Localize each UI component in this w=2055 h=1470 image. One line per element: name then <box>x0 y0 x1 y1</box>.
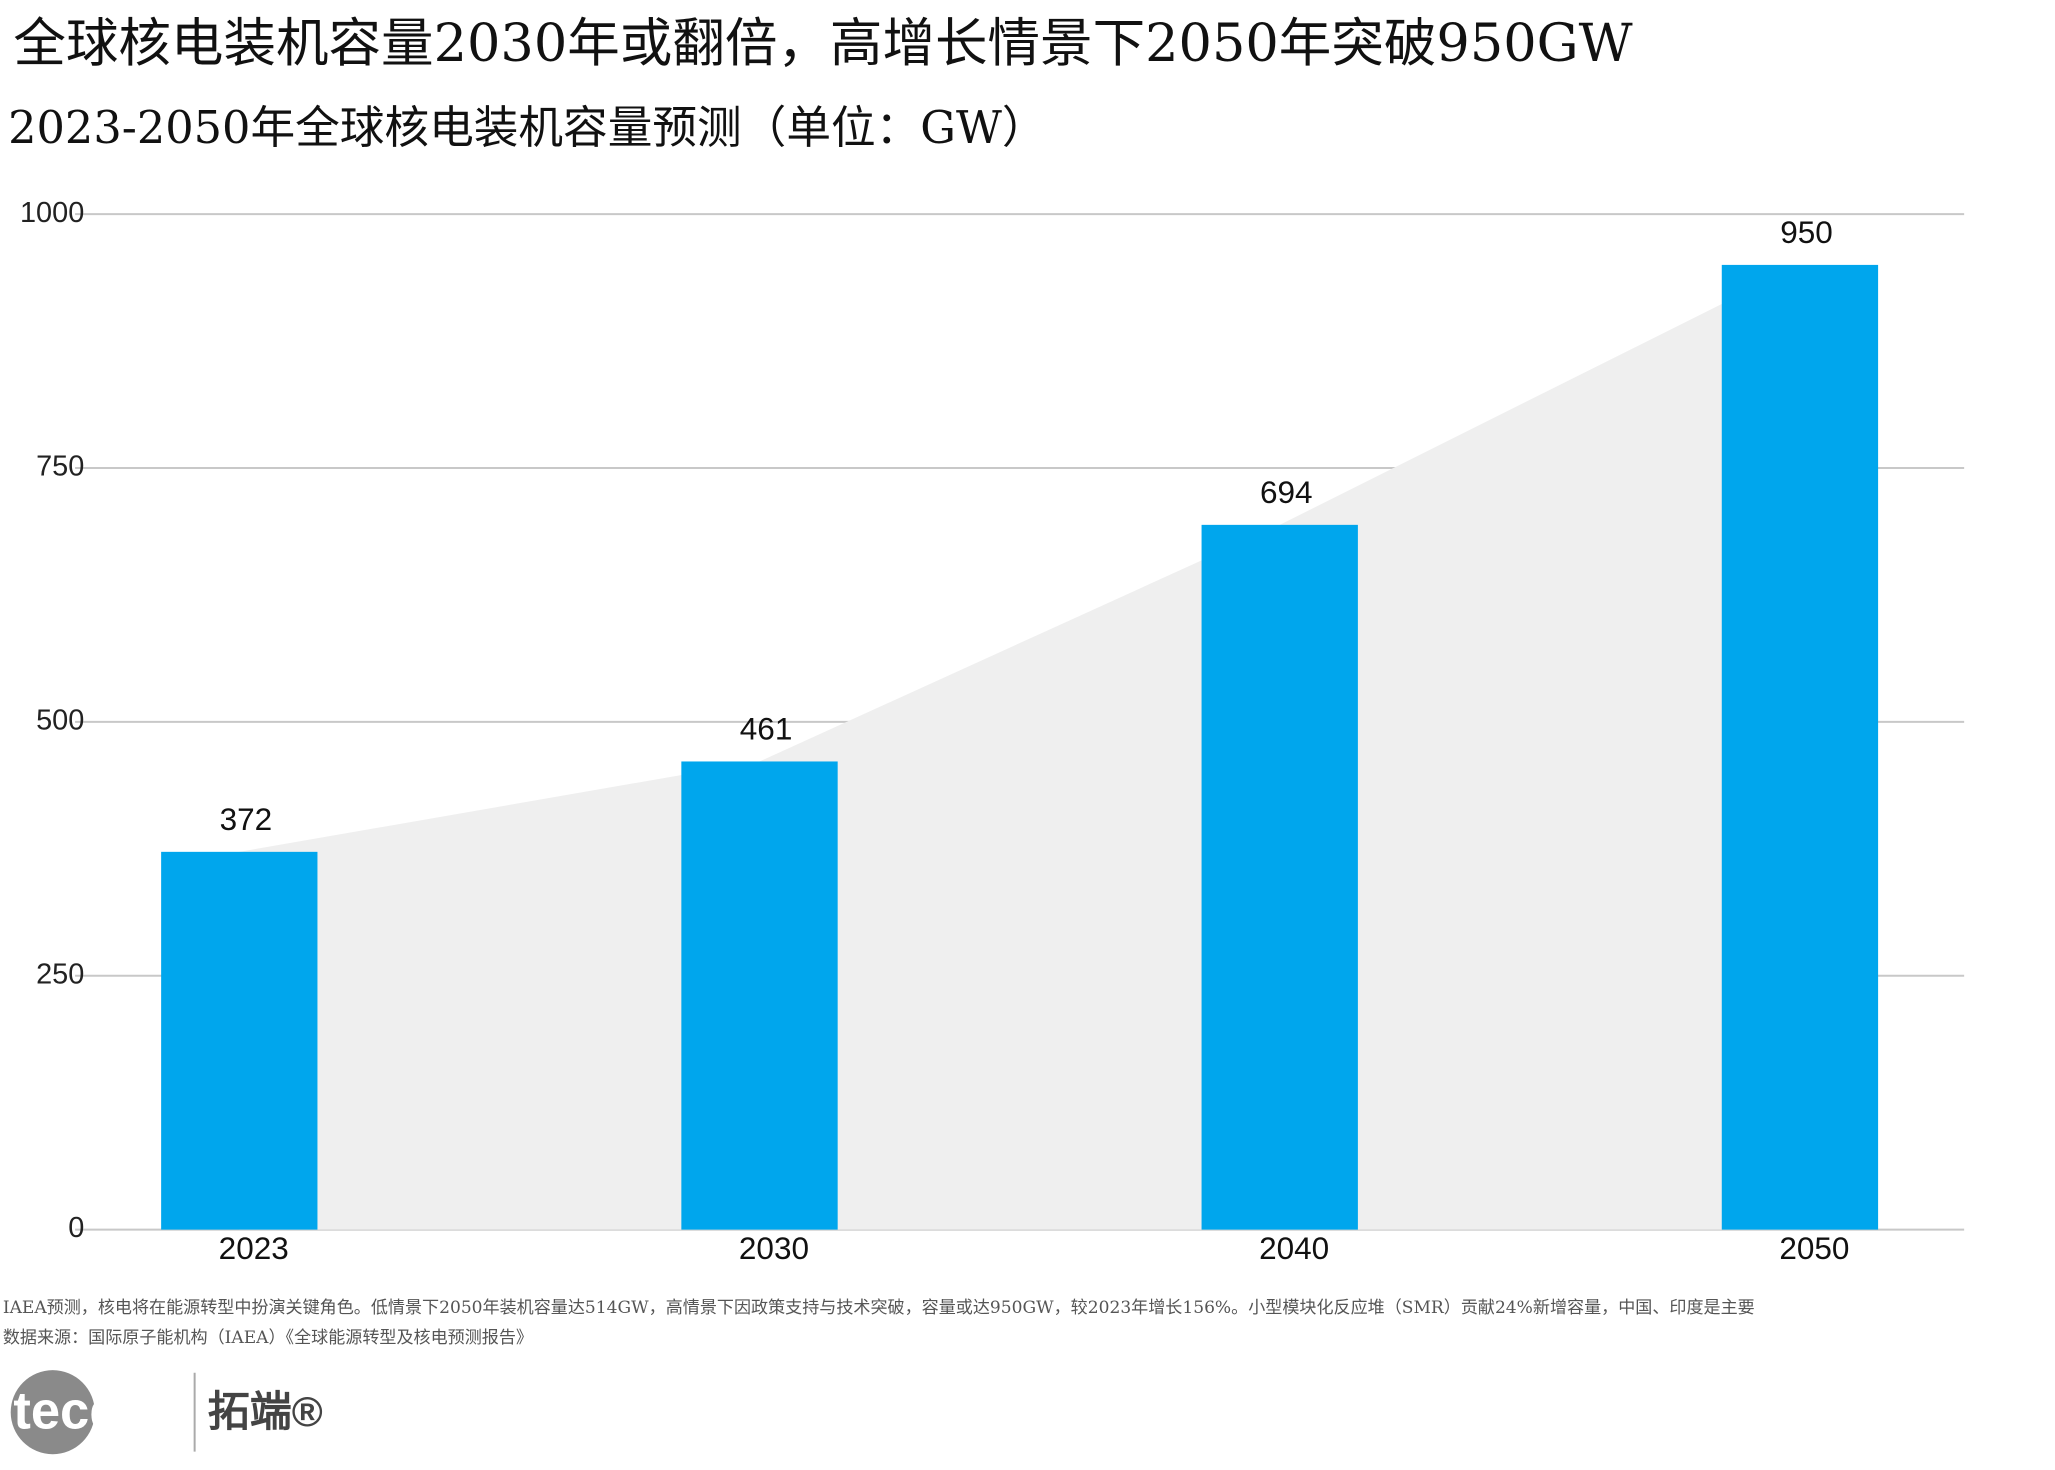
x-tick-label: 2040 <box>1259 1230 1329 1266</box>
value-label: 694 <box>1260 474 1313 510</box>
bar <box>161 851 318 1230</box>
y-tick-label: 1000 <box>20 197 84 229</box>
x-tick-label: 2030 <box>739 1230 809 1266</box>
chart-subtitle: 2023-2050年全球核电装机容量预测（单位：GW） <box>8 102 1046 154</box>
logo: tecdat 拓端® <box>10 1370 323 1455</box>
note: IAEA预测，核电将在能源转型中扮演关键角色。低情景下2050年装机容量达514… <box>3 1298 1755 1318</box>
trend-area <box>239 264 1800 1230</box>
y-tick-label: 0 <box>68 1212 84 1244</box>
bar <box>1201 524 1358 1230</box>
source: 数据来源：国际原子能机构（IAEA）《全球能源转型及核电预测报告》 <box>3 1328 533 1348</box>
logo-name: 拓端® <box>208 1388 323 1435</box>
x-tick-label: 2050 <box>1779 1230 1849 1266</box>
bar <box>681 761 838 1230</box>
y-tick-label: 750 <box>36 451 84 483</box>
plot-area: 0 250 500 750 1000 372 2023 461 2030 694 2040 950 20… <box>20 197 1965 1266</box>
x-tick-label: 2023 <box>219 1230 289 1266</box>
y-tick-label: 250 <box>36 958 84 990</box>
value-label: 372 <box>220 801 273 837</box>
logo-circle <box>10 1370 95 1455</box>
bar <box>1721 264 1879 1230</box>
chart-title: 全球核电装机容量2030年或翻倍，高增长情景下2050年突破950GW <box>13 13 1632 74</box>
y-tick-label: 500 <box>36 705 84 737</box>
value-label: 461 <box>740 711 793 747</box>
value-label: 950 <box>1780 214 1833 250</box>
logo-brand: tecdat <box>13 1382 168 1441</box>
